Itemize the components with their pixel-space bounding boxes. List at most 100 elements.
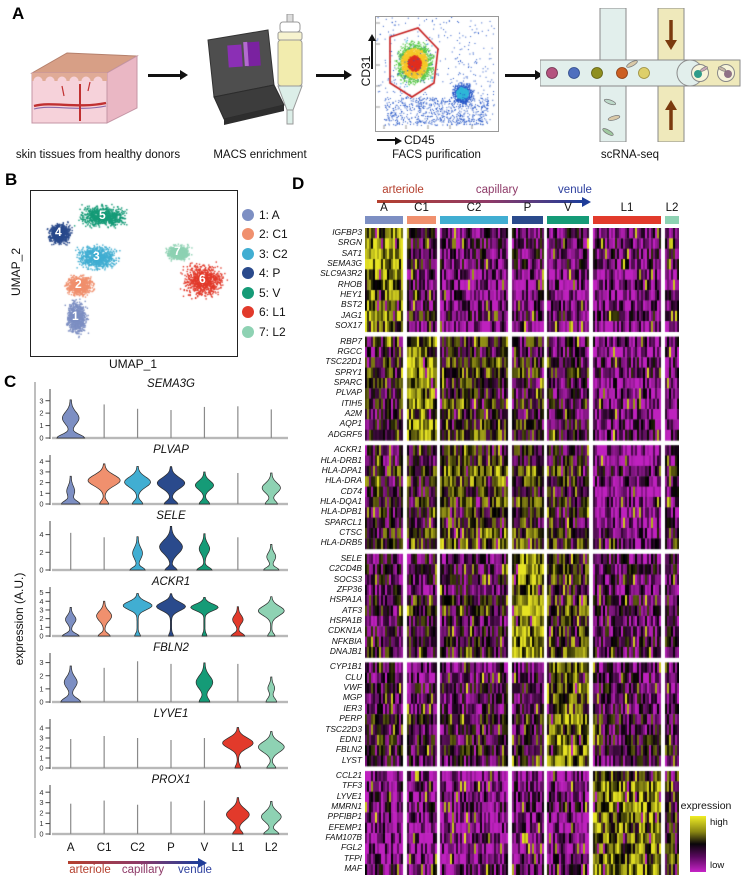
violin-tick-label: 3 bbox=[39, 606, 43, 615]
colorbar-title: expression bbox=[680, 800, 732, 812]
heatmap-gene-label: FGL2 bbox=[341, 842, 362, 853]
umap-cluster-number: 6 bbox=[199, 272, 206, 286]
violin-shape bbox=[195, 662, 214, 703]
heatmap-gene-label: CTSC bbox=[339, 527, 362, 537]
heatmap-gene-label: ATF3 bbox=[342, 604, 362, 615]
violin-shape bbox=[261, 801, 282, 835]
umap-cluster-number: 7 bbox=[174, 244, 181, 258]
heatmap-column-label: A bbox=[380, 202, 388, 214]
violin-category-label: C1 bbox=[96, 842, 112, 854]
violin-shape bbox=[257, 596, 285, 637]
heatmap-gene-label: SPARCL1 bbox=[324, 516, 362, 527]
violin-shape bbox=[96, 600, 113, 637]
heatmap-gene-label: RGCC bbox=[337, 345, 362, 356]
violin-shape bbox=[226, 797, 250, 835]
heatmap-column-bar bbox=[407, 216, 436, 224]
heatmap-gene-label: HEY1 bbox=[340, 289, 362, 300]
violin-tick-label: 0 bbox=[39, 764, 43, 773]
violin-shape bbox=[61, 607, 80, 637]
heatmap-column-bar bbox=[665, 216, 679, 224]
violin-gene-title: SELE bbox=[156, 510, 186, 522]
panel-b-label: B bbox=[5, 170, 18, 189]
colorbar-high-label: high bbox=[710, 817, 728, 828]
heatmap-column-label: P bbox=[523, 202, 532, 214]
violin-tick-label: 3 bbox=[39, 798, 43, 807]
heatmap-gene-label: HLA-DRA bbox=[325, 475, 362, 486]
umap-legend-item: 3: C2 bbox=[242, 244, 288, 264]
heatmap-gene-label: C2CD4B bbox=[328, 563, 362, 574]
heatmap-gene-label: FAM107B bbox=[325, 832, 362, 843]
heatmap-gene-label: FBLN2 bbox=[335, 744, 362, 755]
violin-tick-label: 4 bbox=[39, 788, 43, 797]
panel-d-label: D bbox=[292, 174, 305, 193]
heatmap-gene-label: NFKBIA bbox=[331, 635, 362, 646]
violin-gene-title: SEMA3G bbox=[147, 378, 195, 390]
violin-tick-label: 3 bbox=[39, 468, 43, 477]
heatmap-gene-label: ADGRF5 bbox=[328, 428, 362, 439]
violin-tick-label: 1 bbox=[39, 623, 43, 632]
violin-gene-title: PROX1 bbox=[152, 774, 191, 786]
macs-machine-illustration bbox=[207, 29, 285, 125]
umap-cluster-number: 4 bbox=[55, 225, 62, 239]
violin-category-label: V bbox=[200, 842, 209, 854]
umap-x-axis-label: UMAP_1 bbox=[108, 357, 158, 371]
cluster-color-dot bbox=[242, 306, 254, 319]
heatmap-gene-label: SPARC bbox=[333, 377, 362, 387]
heatmap-gene-label: TSC22D3 bbox=[325, 723, 362, 734]
vessel-axis-arrow-head bbox=[198, 858, 207, 869]
heatmap-gene-label: CCL21 bbox=[335, 770, 362, 780]
violin-shape bbox=[196, 533, 213, 571]
violin-tick-label: 3 bbox=[39, 734, 43, 743]
umap-y-axis-label: UMAP_2 bbox=[9, 247, 23, 297]
heatmap-gene-label: LYST bbox=[341, 754, 362, 765]
scrnaseq-chip-illustration bbox=[540, 8, 741, 142]
facs-plot-frame bbox=[375, 16, 499, 132]
cluster-color-dot bbox=[242, 208, 254, 221]
violin-shape bbox=[194, 471, 214, 505]
umap-legend-item: 7: L2 bbox=[242, 322, 288, 342]
heatmap-gene-label: HLA-DRB5 bbox=[320, 537, 362, 548]
umap-cluster-number: 1 bbox=[72, 309, 79, 323]
violin-tick-label: 2 bbox=[39, 744, 43, 753]
violin-tick-label: 4 bbox=[39, 724, 43, 733]
violin-tick-label: 1 bbox=[39, 754, 43, 763]
heatmap-gene-label: PERP bbox=[339, 713, 362, 724]
violin-shape bbox=[190, 596, 219, 637]
violin-tick-label: 4 bbox=[39, 457, 43, 466]
violin-gene-title: PLVAP bbox=[153, 444, 189, 456]
vessel-axis-arrow bbox=[377, 200, 582, 203]
heatmap-column-bar bbox=[365, 216, 403, 224]
violin-shape bbox=[156, 466, 186, 505]
heatmap-column-bar bbox=[512, 216, 543, 224]
violin-tick-label: 2 bbox=[39, 809, 43, 818]
vessel-axis-arrow bbox=[68, 861, 198, 864]
heatmap-gene-label: ACKR1 bbox=[334, 444, 362, 455]
heatmap-gene-label: BST2 bbox=[341, 299, 362, 310]
heatmap-gene-label: CDKN1A bbox=[328, 625, 362, 636]
heatmap-gene-label: SRGN bbox=[337, 237, 362, 248]
violin-shape bbox=[159, 526, 183, 571]
violin-tick-label: 1 bbox=[39, 819, 43, 828]
heatmap-gene-label: SEMA3G bbox=[327, 258, 362, 269]
heatmap-gene-label: EFEMP1 bbox=[328, 821, 362, 832]
violin-shape bbox=[263, 544, 280, 571]
umap-legend-item: 2: C1 bbox=[242, 225, 288, 245]
heatmap-gene-label: HLA-DQA1 bbox=[320, 495, 362, 506]
violin-category-label: L1 bbox=[231, 842, 245, 854]
violin-shape bbox=[261, 472, 281, 505]
heatmap-gene-label: MMRN1 bbox=[331, 801, 362, 812]
facs-scatter-plot bbox=[376, 17, 496, 129]
heatmap-gene-label: SAT1 bbox=[341, 247, 362, 258]
cluster-legend-text: 7: L2 bbox=[259, 324, 286, 339]
flow-arrow-head bbox=[344, 70, 352, 80]
violin-gene-title: ACKR1 bbox=[151, 576, 190, 588]
cluster-color-dot bbox=[242, 286, 254, 299]
violin-shape bbox=[56, 399, 86, 439]
facs-x-axis-line bbox=[377, 139, 395, 141]
cluster-legend-text: 5: V bbox=[259, 285, 281, 300]
flow-arrow-head bbox=[535, 70, 543, 80]
violin-shape bbox=[122, 593, 153, 637]
violin-category-label: A bbox=[66, 842, 75, 854]
violin-shape bbox=[155, 593, 187, 637]
violin-tick-label: 1 bbox=[39, 489, 43, 498]
